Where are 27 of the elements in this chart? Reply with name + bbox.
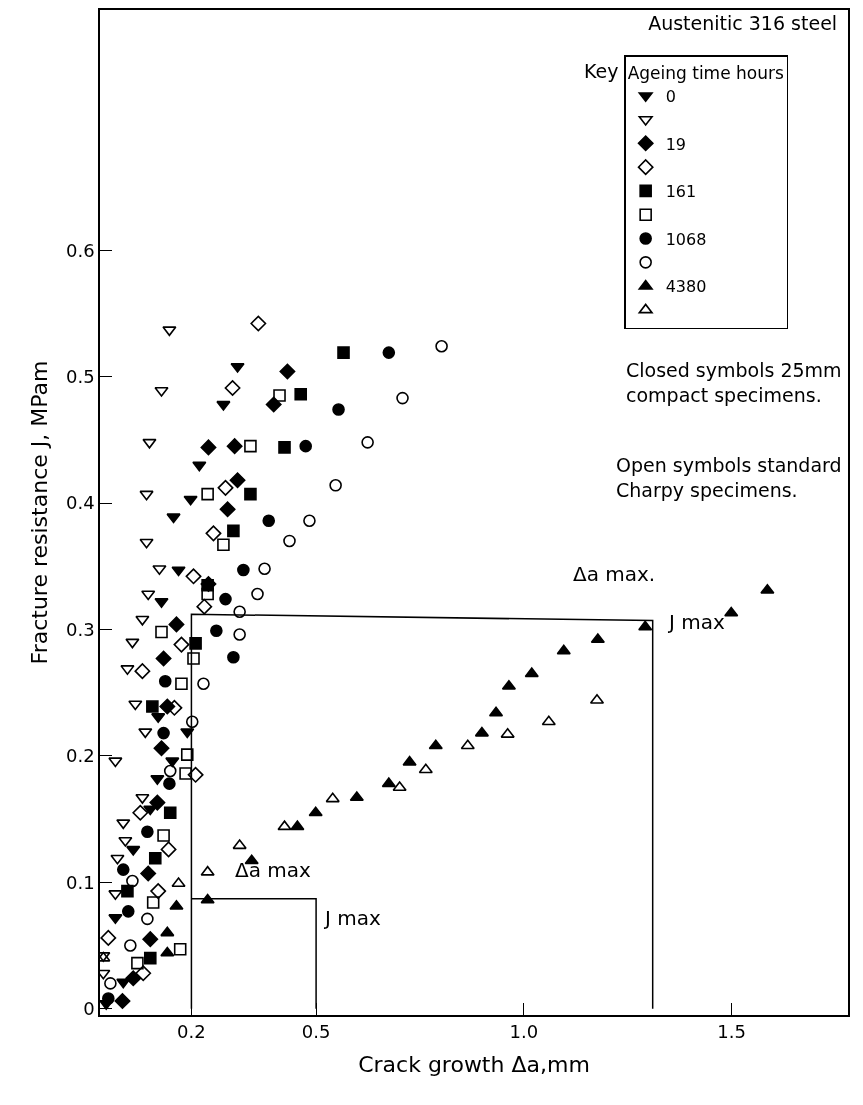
- y-tick-label: 0.6: [66, 239, 95, 261]
- legend-label: 0: [665, 86, 676, 106]
- x-tick-label: 1.5: [717, 1021, 746, 1043]
- y-tick-label: 0.2: [66, 745, 95, 767]
- y-axis-title: Fracture resistance J, MPam: [27, 360, 53, 665]
- y-tick-label: 0.5: [66, 365, 95, 387]
- annotation: Open symbols standard Charpy specimens.: [616, 454, 842, 501]
- x-tick-label: 0.5: [301, 1021, 331, 1043]
- legend-label: 1068: [665, 229, 707, 249]
- annotation: Δa max.: [573, 562, 656, 586]
- x-tick-label: 0.2: [177, 1021, 206, 1043]
- legend-label: 19: [665, 134, 687, 154]
- y-tick-label: 0.1: [66, 871, 95, 893]
- legend-label: 161: [665, 182, 697, 202]
- annotation: Closed symbols 25mm compact specimens.: [626, 359, 842, 406]
- annotation: J max: [323, 906, 381, 930]
- x-tick-label: 1.0: [509, 1021, 539, 1043]
- annotation: Δa max: [235, 858, 312, 882]
- y-tick-label: 0.4: [66, 492, 95, 514]
- legend-title: Ageing time hours: [627, 62, 784, 83]
- y-tick-label: 0.3: [66, 618, 95, 640]
- y-tick-label: 0: [83, 997, 95, 1019]
- annotation: J max: [667, 610, 725, 634]
- x-axis-title: Crack growth Δa,mm: [358, 1051, 590, 1077]
- annotation: Key: [584, 60, 619, 82]
- chart-title: Austenitic 316 steel: [648, 11, 838, 34]
- legend-label: 4380: [665, 277, 707, 297]
